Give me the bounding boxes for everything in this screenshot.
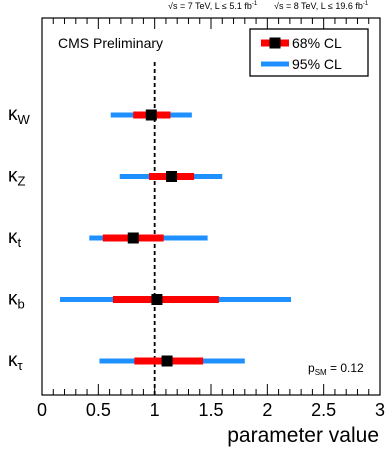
parameter-label: κτ	[8, 350, 24, 373]
parameter-row-2: κt	[8, 227, 208, 250]
x-tick-label: 0.5	[86, 400, 111, 420]
best-fit-marker	[145, 109, 157, 121]
chart-title: CMS Preliminary	[58, 35, 163, 51]
x-tick-label: 3	[375, 400, 385, 420]
psm-annotation: pSM = 0.12	[308, 361, 364, 377]
parameter-row-4: κτ	[8, 350, 245, 373]
x-tick-label: 1	[150, 400, 160, 420]
x-axis-label: parameter value	[227, 424, 379, 447]
header-run2: √s = 8 TeV, L ≤ 19.6 fb-1	[274, 1, 369, 11]
x-tick-label: 2	[262, 400, 272, 420]
legend-label-1: 95% CL	[292, 56, 342, 72]
x-tick-label: 0	[37, 400, 47, 420]
best-fit-marker	[127, 232, 139, 244]
best-fit-marker	[151, 294, 163, 305]
parameter-label: κW	[8, 104, 31, 127]
parameter-row-0: κW	[8, 104, 192, 127]
legend-box	[249, 28, 369, 77]
legend-marker	[269, 37, 281, 49]
x-tick-label: 2.5	[311, 400, 336, 420]
parameter-label: κt	[8, 227, 22, 250]
x-tick-label: 1.5	[198, 400, 223, 420]
parameter-row-1: κZ	[8, 166, 223, 189]
header-run1: √s = 7 TeV, L ≤ 5.1 fb-1	[168, 1, 258, 11]
best-fit-marker	[161, 355, 173, 367]
legend-label-0: 68% CL	[292, 35, 342, 51]
parameter-label: κZ	[8, 166, 26, 189]
best-fit-marker	[166, 171, 178, 182]
parameter-label: κb	[8, 289, 25, 312]
parameter-row-3: κb	[8, 289, 291, 312]
legend: 68% CL 95% CL	[249, 28, 369, 77]
